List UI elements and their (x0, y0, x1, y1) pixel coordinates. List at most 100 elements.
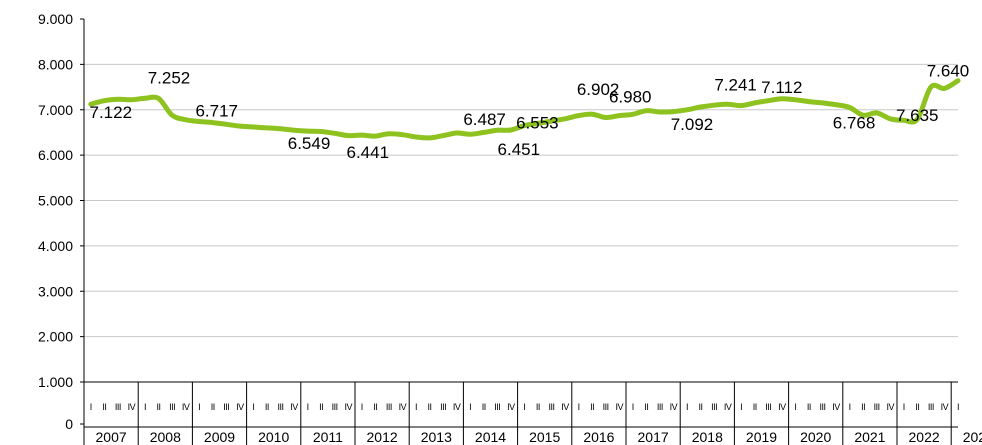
quarter-label: II (373, 402, 377, 412)
quarter-label: IV (453, 402, 461, 412)
data-label: 6.549 (288, 134, 331, 153)
quarter-label: I (794, 402, 796, 412)
y-tick-label: 5.000 (38, 193, 73, 209)
year-label: 2009 (204, 429, 235, 445)
data-label: 7.092 (671, 115, 714, 134)
quarter-label: IV (128, 402, 136, 412)
quarter-label: II (482, 402, 486, 412)
y-tick-label: 6.000 (38, 147, 73, 163)
gridlines (84, 63, 958, 383)
quarter-label: II (157, 402, 161, 412)
quarter-label: II (319, 402, 323, 412)
quarter-label: I (415, 402, 417, 412)
quarter-label: I (849, 402, 851, 412)
year-label: 2008 (150, 429, 181, 445)
quarter-label: III (603, 402, 609, 412)
data-label: 6.768 (833, 114, 876, 133)
quarter-label: III (711, 402, 717, 412)
axes (83, 19, 958, 445)
y-tick-label: 7.000 (38, 102, 73, 118)
y-tick-label: 2.000 (38, 329, 73, 345)
data-label: 6.553 (516, 114, 559, 133)
year-label: 2016 (583, 429, 614, 445)
year-label: 2007 (96, 429, 127, 445)
quarter-label: III (386, 402, 392, 412)
quarter-label: III (928, 402, 934, 412)
year-label: 2010 (258, 429, 289, 445)
y-tick-label: 0 (65, 416, 73, 432)
quarter-label: III (332, 402, 338, 412)
data-label: 7.112 (761, 78, 802, 97)
quarter-label: IV (615, 402, 623, 412)
quarter-label: III (765, 402, 771, 412)
quarter-label: II (536, 402, 540, 412)
quarter-label: IV (344, 402, 352, 412)
quarter-label: II (644, 402, 648, 412)
quarter-label: IV (832, 402, 840, 412)
quarter-label: I (740, 402, 742, 412)
quarter-label: III (115, 402, 121, 412)
year-label: 2021 (854, 429, 885, 445)
data-label: 7.122 (90, 103, 133, 122)
quarter-label: IV (724, 402, 732, 412)
quarter-label: II (102, 402, 106, 412)
year-label: 2014 (475, 429, 506, 445)
quarter-label: II (428, 402, 432, 412)
quarter-label: IV (399, 402, 407, 412)
y-tick-label: 3.000 (38, 283, 73, 299)
year-label: 2018 (692, 429, 723, 445)
quarter-label: II (753, 402, 757, 412)
quarter-label: I (632, 402, 634, 412)
y-tick-label: 1.000 (38, 374, 73, 390)
quarter-label: III (223, 402, 229, 412)
quarter-label: I (957, 402, 959, 412)
data-label: 6.980 (609, 88, 652, 107)
quarter-label: II (699, 402, 703, 412)
quarter-label: I (469, 402, 471, 412)
quarter-label: II (915, 402, 919, 412)
quarter-label: IV (886, 402, 894, 412)
quarter-label: II (590, 402, 594, 412)
quarter-label: I (90, 402, 92, 412)
quarter-label: III (440, 402, 446, 412)
year-label: 2019 (746, 429, 777, 445)
y-tick-label: 4.000 (38, 238, 73, 254)
quarter-label: II (807, 402, 811, 412)
data-label: 6.451 (498, 140, 541, 159)
quarter-label: IV (236, 402, 244, 412)
quarter-label: II (265, 402, 269, 412)
quarter-label: I (903, 402, 905, 412)
quarter-label: I (523, 402, 525, 412)
year-label: 2015 (529, 429, 560, 445)
quarter-label: I (361, 402, 363, 412)
data-label: 6.441 (347, 143, 390, 162)
quarter-label: IV (290, 402, 298, 412)
x-axis-categories: 2007 2008 2009 2010 2011 2012 2013 2014 2015 2016… (83, 382, 982, 445)
year-label: 2012 (367, 429, 398, 445)
data-label: 6.717 (195, 102, 238, 121)
data-label: 7.640 (927, 62, 970, 81)
year-label: 2020 (800, 429, 831, 445)
data-label: 6.902 (577, 80, 620, 99)
year-label: 2022 (909, 429, 940, 445)
quarter-label: IV (941, 402, 949, 412)
quarter-label: III (494, 402, 500, 412)
series-line (88, 78, 961, 141)
y-tick-label: 8.000 (38, 56, 73, 72)
year-label: 2023 (963, 429, 982, 445)
quarter-label: I (144, 402, 146, 412)
quarter-label: II (211, 402, 215, 412)
quarter-label: IV (778, 402, 786, 412)
data-label: 7.252 (148, 68, 191, 87)
year-label: 2017 (638, 429, 669, 445)
quarter-label: II (861, 402, 865, 412)
data-label: 7.241 (714, 75, 757, 94)
data-label: 7.635 (896, 106, 939, 125)
year-label: 2013 (421, 429, 452, 445)
quarter-label: III (819, 402, 825, 412)
quarter-label: III (548, 402, 554, 412)
quarter-label: I (686, 402, 688, 412)
quarter-label: III (169, 402, 175, 412)
